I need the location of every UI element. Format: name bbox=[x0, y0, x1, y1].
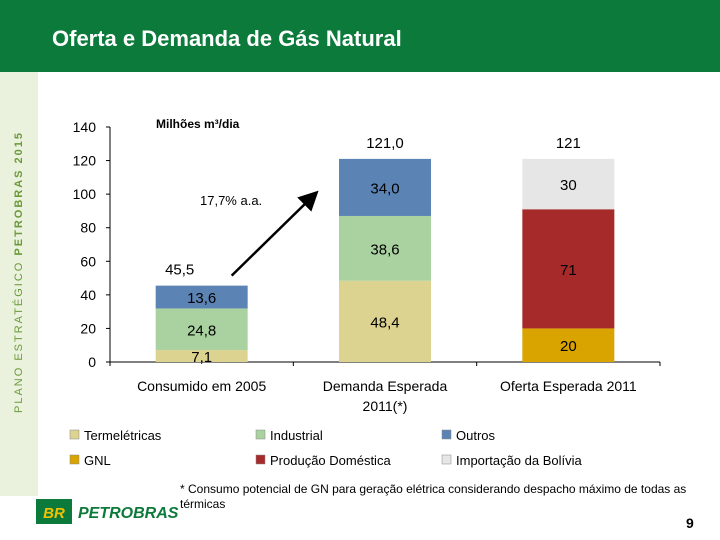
bar-segment-produ-o-dom-stica bbox=[522, 209, 615, 329]
side-branding-strip: PLANO ESTRATÉGICO PETROBRAS 2015 bbox=[0, 72, 38, 496]
logo-wordmark: PETROBRAS bbox=[78, 505, 179, 522]
data-label: 38,6 bbox=[370, 241, 399, 258]
petrobras-logo: BR PETROBRAS bbox=[36, 499, 179, 524]
y-tick-label: 80 bbox=[80, 220, 96, 236]
legend-label: Termelétricas bbox=[84, 428, 162, 443]
y-tick-label: 120 bbox=[73, 153, 97, 169]
legend-label: Importação da Bolívia bbox=[456, 453, 583, 468]
legend-label: Produção Doméstica bbox=[270, 453, 391, 468]
y-tick-label: 40 bbox=[80, 287, 96, 303]
bar-segment-industrial bbox=[155, 308, 248, 351]
data-label: 20 bbox=[560, 338, 577, 355]
data-label: 48,4 bbox=[370, 314, 399, 331]
data-label: 30 bbox=[560, 177, 577, 194]
footnote: * Consumo potencial de GN para geração e… bbox=[180, 482, 687, 511]
bar-segment-gnl bbox=[522, 328, 615, 362]
bar-total-label: 121 bbox=[556, 135, 581, 152]
data-label: 71 bbox=[560, 262, 577, 279]
y-tick-label: 60 bbox=[80, 253, 96, 269]
y-tick-label: 20 bbox=[80, 320, 96, 336]
category-label: Demanda Esperada bbox=[323, 378, 448, 394]
logo-badge bbox=[36, 499, 72, 524]
data-label: 34,0 bbox=[370, 180, 399, 197]
data-label: 24,8 bbox=[187, 322, 216, 339]
bar-segment-termel-tricas bbox=[339, 280, 431, 362]
bar-segment-termel-tricas bbox=[155, 350, 248, 362]
legend-swatch bbox=[69, 454, 80, 465]
legend-swatch bbox=[69, 429, 80, 440]
growth-arrow bbox=[230, 190, 319, 277]
legend-label: Industrial bbox=[270, 428, 323, 443]
category-label: Oferta Esperada 2011 bbox=[500, 378, 637, 394]
data-label: 13,6 bbox=[187, 290, 216, 307]
bar-segment-importa-o-da-bol-via bbox=[522, 158, 615, 210]
y-tick-label: 140 bbox=[73, 119, 97, 135]
bar-segment-industrial bbox=[339, 215, 431, 281]
title-bar: Oferta e Demanda de Gás Natural bbox=[0, 0, 720, 72]
legend-swatch bbox=[441, 454, 452, 465]
legend-swatch bbox=[441, 429, 452, 440]
y-tick-label: 0 bbox=[88, 354, 96, 370]
data-label: 7,1 bbox=[191, 349, 212, 366]
bar-segment-outros bbox=[339, 158, 431, 216]
growth-rate-label: 17,7% a.a. bbox=[200, 193, 262, 208]
legend-swatch bbox=[255, 454, 266, 465]
legend-label: Outros bbox=[456, 428, 496, 443]
legend-label: GNL bbox=[84, 453, 111, 468]
logo-badge-text: BR bbox=[43, 505, 65, 522]
legend-swatch bbox=[255, 429, 266, 440]
category-label: 2011(*) bbox=[363, 398, 408, 414]
page-title: Oferta e Demanda de Gás Natural bbox=[52, 26, 402, 51]
bar-total-label: 45,5 bbox=[165, 262, 194, 279]
page-number: 9 bbox=[686, 515, 694, 531]
unit-label: Milhões m³/dia bbox=[156, 117, 240, 131]
bar-segment-outros bbox=[155, 285, 248, 309]
y-tick-label: 100 bbox=[73, 186, 97, 202]
category-label: Consumido em 2005 bbox=[137, 378, 266, 394]
bar-total-label: 121,0 bbox=[366, 135, 404, 152]
